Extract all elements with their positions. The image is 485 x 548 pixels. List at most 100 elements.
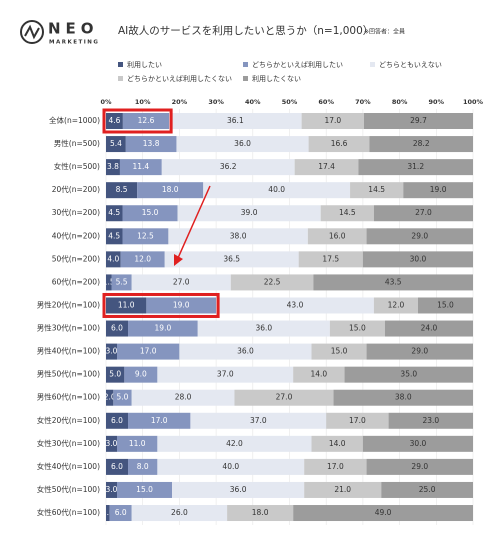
value-label: 12.5 <box>137 231 154 240</box>
value-label: 27.0 <box>415 208 432 217</box>
legend-label: 利用したくない <box>252 74 301 83</box>
bar-segment <box>190 412 327 429</box>
value-label: 19.0 <box>430 185 447 194</box>
x-tick-label: 0% <box>100 98 112 106</box>
y-tick-label: 男性50代(n=100) <box>37 369 100 379</box>
y-tick-label: 30代(n=200) <box>52 207 100 217</box>
bar-segment <box>157 366 294 383</box>
value-label: 30.0 <box>410 439 427 448</box>
value-label: 36.1 <box>227 116 244 125</box>
bar-segment <box>366 458 473 475</box>
y-tick-label: 男性60代(n=100) <box>37 392 100 402</box>
legend-swatch <box>243 76 248 81</box>
value-label: 12.0 <box>388 300 405 309</box>
y-tick-label: 男性20代(n=100) <box>37 299 100 309</box>
legend-swatch <box>118 62 123 67</box>
bar-segment <box>106 320 129 337</box>
value-label: 6.0 <box>111 416 123 425</box>
value-label: 36.0 <box>234 139 251 148</box>
bar-segment <box>124 366 158 383</box>
bar-segment <box>362 251 473 268</box>
bar-segment <box>106 136 126 153</box>
value-label: 5.0 <box>117 393 129 402</box>
value-label: 29.7 <box>410 116 427 125</box>
bar-segment <box>313 274 473 291</box>
bar-segment <box>333 389 473 406</box>
bar-segment <box>294 159 359 176</box>
bar-segment <box>106 389 114 406</box>
value-label: 29.0 <box>411 347 428 356</box>
value-label: 4.0 <box>107 254 119 263</box>
value-label: 15.0 <box>142 208 159 217</box>
value-label: 1.0 <box>102 508 114 517</box>
bar-segment <box>168 228 308 245</box>
value-label: 12.6 <box>138 116 155 125</box>
bar-segment <box>320 205 374 222</box>
value-label: 29.0 <box>411 462 428 471</box>
bar-segment <box>137 182 204 199</box>
bar-segment <box>179 343 312 360</box>
bar-segment <box>169 113 302 129</box>
value-label: 17.0 <box>151 416 168 425</box>
value-label: 43.0 <box>287 300 304 309</box>
y-tick-label: 女性(n=500) <box>54 161 100 171</box>
value-label: 37.0 <box>250 416 267 425</box>
bar-segment <box>122 228 169 245</box>
value-label: 4.6 <box>108 116 120 125</box>
bar-segment <box>122 113 170 129</box>
y-tick-label: 女性30代(n=100) <box>37 438 100 448</box>
value-label: 24.0 <box>421 324 438 333</box>
bar-segment <box>311 343 367 360</box>
bar-segment <box>172 481 305 498</box>
value-label: 36.0 <box>255 324 272 333</box>
value-label: 3.0 <box>106 485 118 494</box>
bar-segment <box>125 136 177 153</box>
value-label: 26.0 <box>171 508 188 517</box>
bar-segment <box>106 412 129 429</box>
value-label: 28.0 <box>175 393 192 402</box>
value-label: 18.0 <box>162 185 179 194</box>
y-tick-label: 50代(n=200) <box>52 253 100 263</box>
bar-segment <box>311 435 363 452</box>
x-tick-label: 80% <box>392 98 408 106</box>
bar-segment <box>234 389 334 406</box>
logo-sub: MARKETING <box>49 40 99 46</box>
bar-segment <box>106 458 129 475</box>
x-tick-label: 50% <box>282 98 298 106</box>
value-label: 2.0 <box>104 393 116 402</box>
logo-circle <box>20 20 44 44</box>
bar-segment <box>111 274 132 291</box>
bar-segment <box>131 274 231 291</box>
value-label: 11.0 <box>129 439 146 448</box>
bar-segment <box>293 366 345 383</box>
x-tick-label: 10% <box>135 98 151 106</box>
legend-label: どちらかといえば利用したくない <box>127 74 232 83</box>
value-label: 28.2 <box>413 139 430 148</box>
value-label: 11.4 <box>133 162 150 171</box>
value-label: 22.5 <box>264 277 281 286</box>
value-label: 35.0 <box>400 370 417 379</box>
chart-note: ※回答者：全員 <box>364 28 405 36</box>
bar-segment <box>106 505 110 522</box>
bar-segment <box>128 320 198 337</box>
x-tick-label: 20% <box>172 98 188 106</box>
value-label: 36.2 <box>220 162 237 171</box>
bar-segment <box>106 481 118 498</box>
y-tick-label: 60代(n=200) <box>52 276 100 286</box>
y-tick-label: 男性40代(n=100) <box>37 346 100 356</box>
legend-swatch <box>243 62 248 67</box>
x-tick-label: 40% <box>245 98 261 106</box>
bar-segment <box>304 458 367 475</box>
bar-segment <box>373 297 418 314</box>
bar-segment <box>106 205 123 222</box>
legend-label: 利用したい <box>127 60 162 69</box>
bar-segment <box>106 251 121 268</box>
bar-segment <box>366 343 473 360</box>
bar-segment <box>157 435 312 452</box>
value-label: 17.5 <box>322 254 339 263</box>
highlight-box <box>102 108 173 134</box>
value-label: 4.5 <box>108 231 120 240</box>
value-label: 15.0 <box>437 300 454 309</box>
legend-label: どちらかといえば利用したい <box>252 60 343 69</box>
x-tick-label: 90% <box>429 98 445 106</box>
